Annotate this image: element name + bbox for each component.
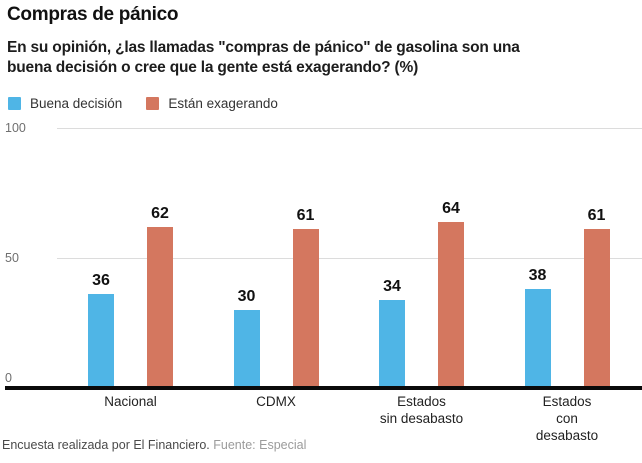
chart-title: Compras de pánico	[7, 4, 179, 25]
bar	[88, 294, 114, 388]
legend-label: Están exagerando	[168, 96, 278, 111]
bar	[379, 299, 405, 388]
y-gridline	[57, 128, 642, 129]
legend-item-estan-exagerando: Están exagerando	[146, 96, 278, 111]
bar	[233, 310, 260, 388]
legend-label: Buena decisión	[30, 96, 123, 111]
y-axis-tick-label: 100	[5, 121, 26, 135]
y-axis-tick-label: 0	[5, 371, 12, 385]
bar	[524, 289, 551, 388]
x-axis-baseline	[5, 386, 642, 390]
bar-value-label: 62	[151, 204, 169, 222]
bar	[583, 229, 610, 388]
bar	[147, 226, 173, 388]
legend-swatch-red-icon	[146, 97, 160, 110]
category-label: CDMX	[256, 394, 296, 409]
bar	[292, 229, 319, 388]
chart-subtitle: En su opinión, ¿las llamadas "compras de…	[7, 39, 520, 76]
y-gridline	[57, 258, 642, 259]
bar-value-label: 34	[383, 277, 401, 295]
legend-swatch-blue-icon	[8, 97, 21, 110]
footer-source: Fuente: Especial	[213, 438, 307, 452]
legend-item-buena-decision: Buena decisión	[8, 96, 122, 111]
bar-value-label: 38	[528, 267, 547, 285]
bar	[438, 221, 464, 388]
bar-value-label: 61	[587, 207, 606, 225]
bar-value-label: 61	[296, 207, 315, 225]
category-label: Nacional	[104, 394, 157, 409]
y-axis-tick-label: 50	[5, 251, 19, 265]
footer-credit: Encuesta realizada por El Financiero.	[2, 438, 210, 452]
bar-value-label: 64	[442, 199, 460, 217]
chart-legend: Buena decisión Están exagerando	[8, 96, 278, 111]
category-label: Estados sin desabasto	[379, 394, 464, 426]
chart-footer: Encuesta realizada por El Financiero. Fu…	[2, 438, 306, 452]
bar-value-label: 30	[237, 288, 256, 305]
bar-value-label: 36	[92, 272, 110, 290]
category-label: Estados con desabasto	[535, 394, 599, 443]
